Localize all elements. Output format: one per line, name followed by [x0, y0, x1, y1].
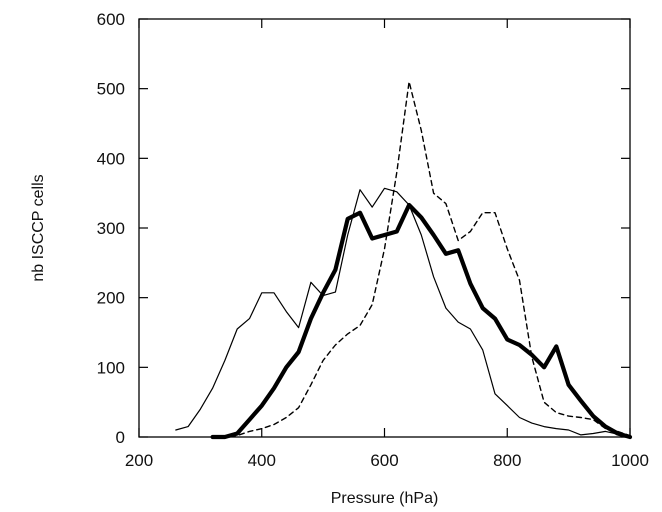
x-axis-title: Pressure (hPa) [331, 490, 439, 507]
y-tick-label: 0 [116, 428, 125, 447]
x-tick-label: 600 [370, 451, 398, 470]
y-tick-label: 600 [97, 10, 125, 29]
axis-ticks [138, 18, 631, 438]
series-line-dashed [211, 80, 631, 438]
plot-frame [138, 18, 631, 438]
x-tick-label: 800 [493, 451, 521, 470]
series-line-thin-solid [175, 187, 631, 437]
x-tick-label: 400 [248, 451, 276, 470]
y-tick-label: 400 [97, 149, 125, 168]
x-tick-label: 1000 [611, 451, 649, 470]
y-tick-label: 500 [97, 80, 125, 99]
series-layer [175, 80, 633, 440]
y-axis-title: nb ISCCP cells [30, 174, 47, 281]
y-tick-label: 100 [97, 358, 125, 377]
y-tick-label: 300 [97, 219, 125, 238]
x-tick-label: 200 [125, 451, 153, 470]
y-tick-label: 200 [97, 289, 125, 308]
series-line-thick-solid [210, 202, 633, 440]
tick-labels: 200 400 600 800 1000 0 100 200 300 400 500 600 [97, 10, 649, 470]
